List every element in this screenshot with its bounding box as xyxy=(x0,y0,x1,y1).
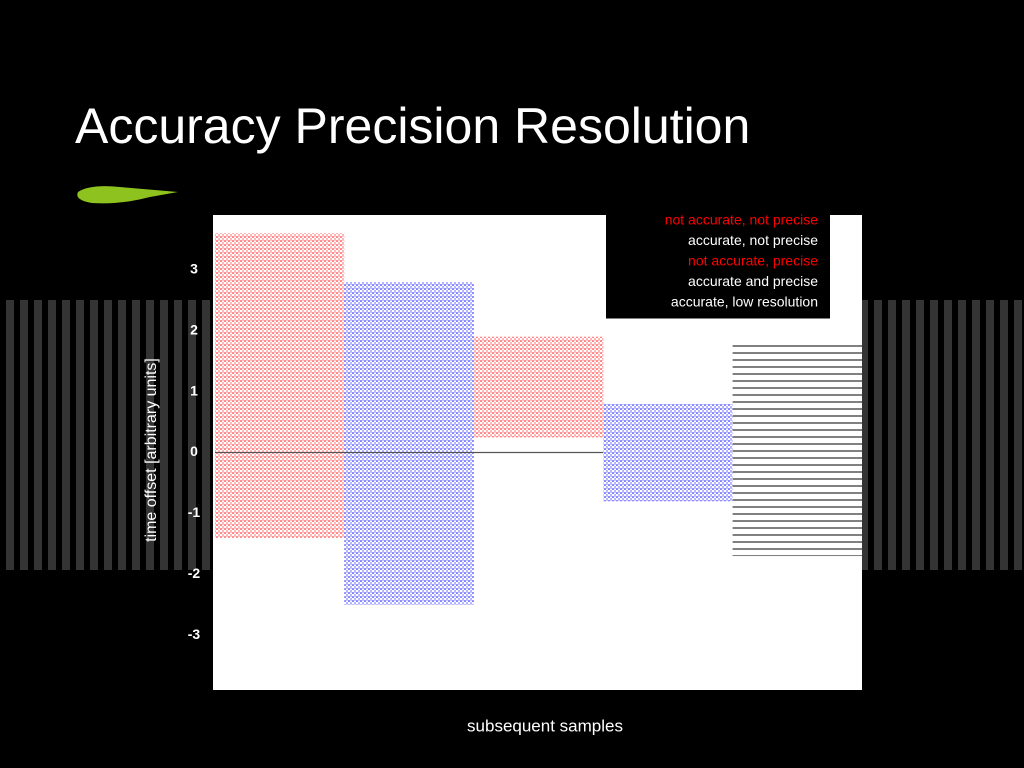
y-tick-label: -3 xyxy=(188,626,201,642)
legend-entry: not accurate, precise xyxy=(688,253,818,269)
y-tick-label: 1 xyxy=(190,382,198,398)
y-tick-label: -2 xyxy=(188,565,201,581)
sample-cloud xyxy=(215,233,345,538)
legend-entry: accurate, low resolution xyxy=(671,294,818,310)
legend-entry: not accurate, not precise xyxy=(665,212,819,228)
plot-top-bar xyxy=(213,205,862,215)
legend-entry: accurate, not precise xyxy=(688,232,818,248)
y-tick-label: 0 xyxy=(190,443,198,459)
legend-box xyxy=(606,210,830,319)
x-axis-label: subsequent samples xyxy=(467,716,623,735)
sample-cloud xyxy=(603,403,733,502)
y-tick-label: 2 xyxy=(190,321,198,337)
y-tick-label: 3 xyxy=(190,261,198,277)
plot-bottom-bar xyxy=(213,690,862,698)
y-axis-label: time offset [arbitrary units] xyxy=(143,358,160,542)
sample-cloud xyxy=(344,281,474,605)
slide-title: Accuracy Precision Resolution xyxy=(75,98,750,154)
brush-stroke xyxy=(77,186,178,204)
sample-cloud xyxy=(732,342,862,557)
y-tick-label: -1 xyxy=(188,504,201,520)
sample-cloud xyxy=(473,336,604,438)
legend-entry: accurate and precise xyxy=(688,273,818,289)
